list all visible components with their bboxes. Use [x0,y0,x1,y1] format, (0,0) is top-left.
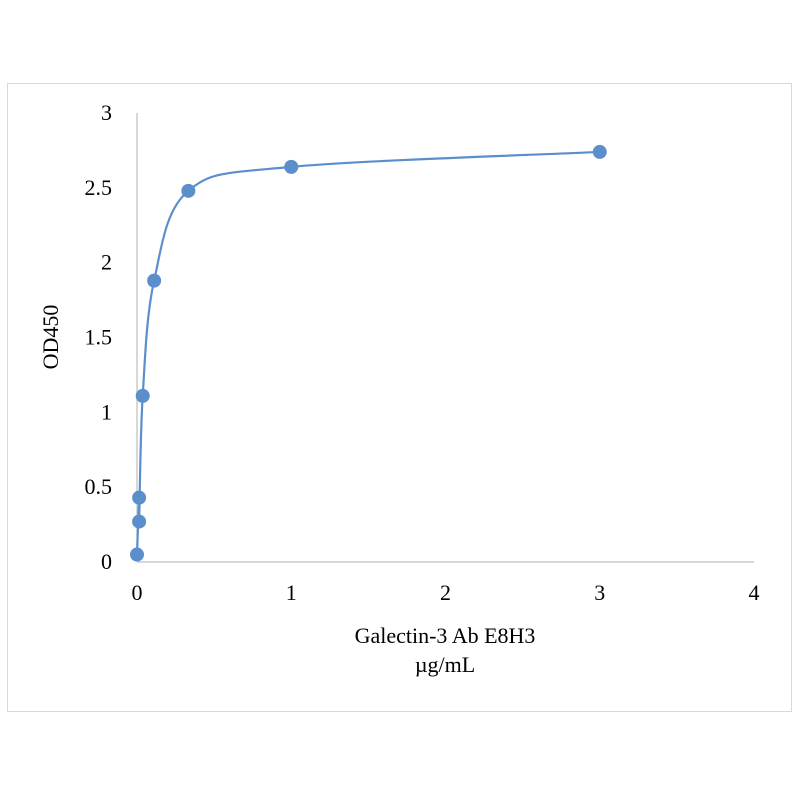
y-tick-label: 1.5 [85,325,113,350]
data-point [284,159,299,174]
x-axis-unit: µg/mL [415,652,475,677]
y-tick-label: 3 [101,100,112,125]
data-point [132,490,147,505]
x-tick-label: 1 [286,580,297,605]
y-tick-label: 2.5 [85,175,113,200]
y-tick-label: 0.5 [85,474,113,499]
data-point [181,183,196,198]
data-point [130,547,144,562]
data-points [130,144,607,562]
x-tick-label: 0 [132,580,143,605]
x-tick-label: 2 [440,580,451,605]
x-axis-title: Galectin-3 Ab E8H3 [355,623,536,648]
data-point [135,388,150,403]
data-point [132,514,147,529]
y-tick-label: 2 [101,250,112,275]
x-tick-label: 3 [594,580,605,605]
x-tick-label: 4 [749,580,760,605]
y-axis-title: OD450 [38,305,63,370]
axes [136,113,754,563]
data-point [147,273,162,288]
fit-curve [135,150,600,555]
data-point [592,144,607,159]
x-tick-labels: 0 1 2 3 4 [132,580,760,605]
y-tick-label: 0 [101,549,112,574]
y-tick-labels: 0 0.5 1 1.5 2 2.5 3 [85,100,113,574]
y-tick-label: 1 [101,399,112,424]
